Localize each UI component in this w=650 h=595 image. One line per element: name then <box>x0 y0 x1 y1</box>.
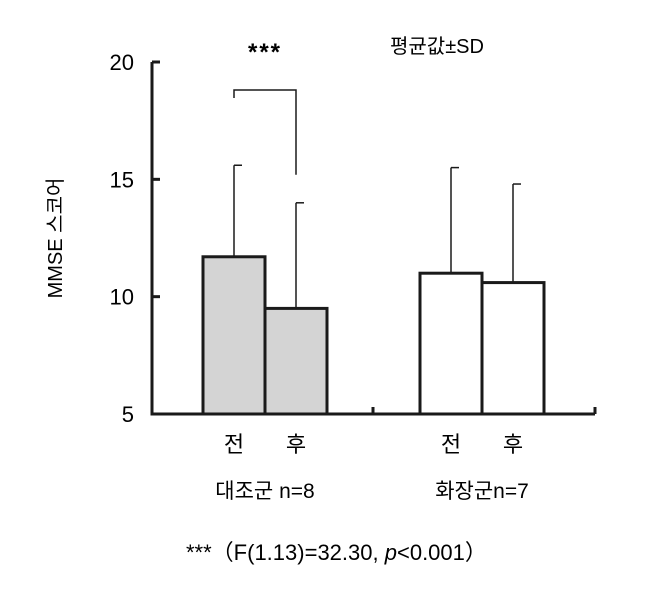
stats-note: ***（F(1.13)=32.30, p<0.001） <box>186 540 487 565</box>
bar <box>263 306 329 416</box>
stats-suffix: <0.001） <box>397 540 487 565</box>
condition-label: 전 <box>441 432 461 457</box>
legend-note: 평균값±SD <box>390 35 484 58</box>
group-label: 화장군n=7 <box>435 480 529 503</box>
y-axis-label: MMSE 스코어 <box>44 178 67 299</box>
y-tick-label: 15 <box>110 167 134 192</box>
stats-prefix: ***（F(1.13)=32.30, <box>186 540 385 565</box>
condition-label: 후 <box>503 432 523 457</box>
condition-label: 전 <box>224 432 244 457</box>
stats-p: p <box>384 540 397 565</box>
group-label: 대조군 n=8 <box>215 480 314 503</box>
bar <box>201 255 267 416</box>
condition-label: 후 <box>286 432 306 457</box>
y-tick-label: 10 <box>110 285 134 310</box>
significance-label: *** <box>248 39 282 66</box>
significance-bracket <box>233 89 297 175</box>
y-tick-label: 20 <box>110 50 134 75</box>
bar <box>480 281 546 416</box>
y-tick-label: 5 <box>122 402 134 427</box>
bar <box>418 271 484 416</box>
